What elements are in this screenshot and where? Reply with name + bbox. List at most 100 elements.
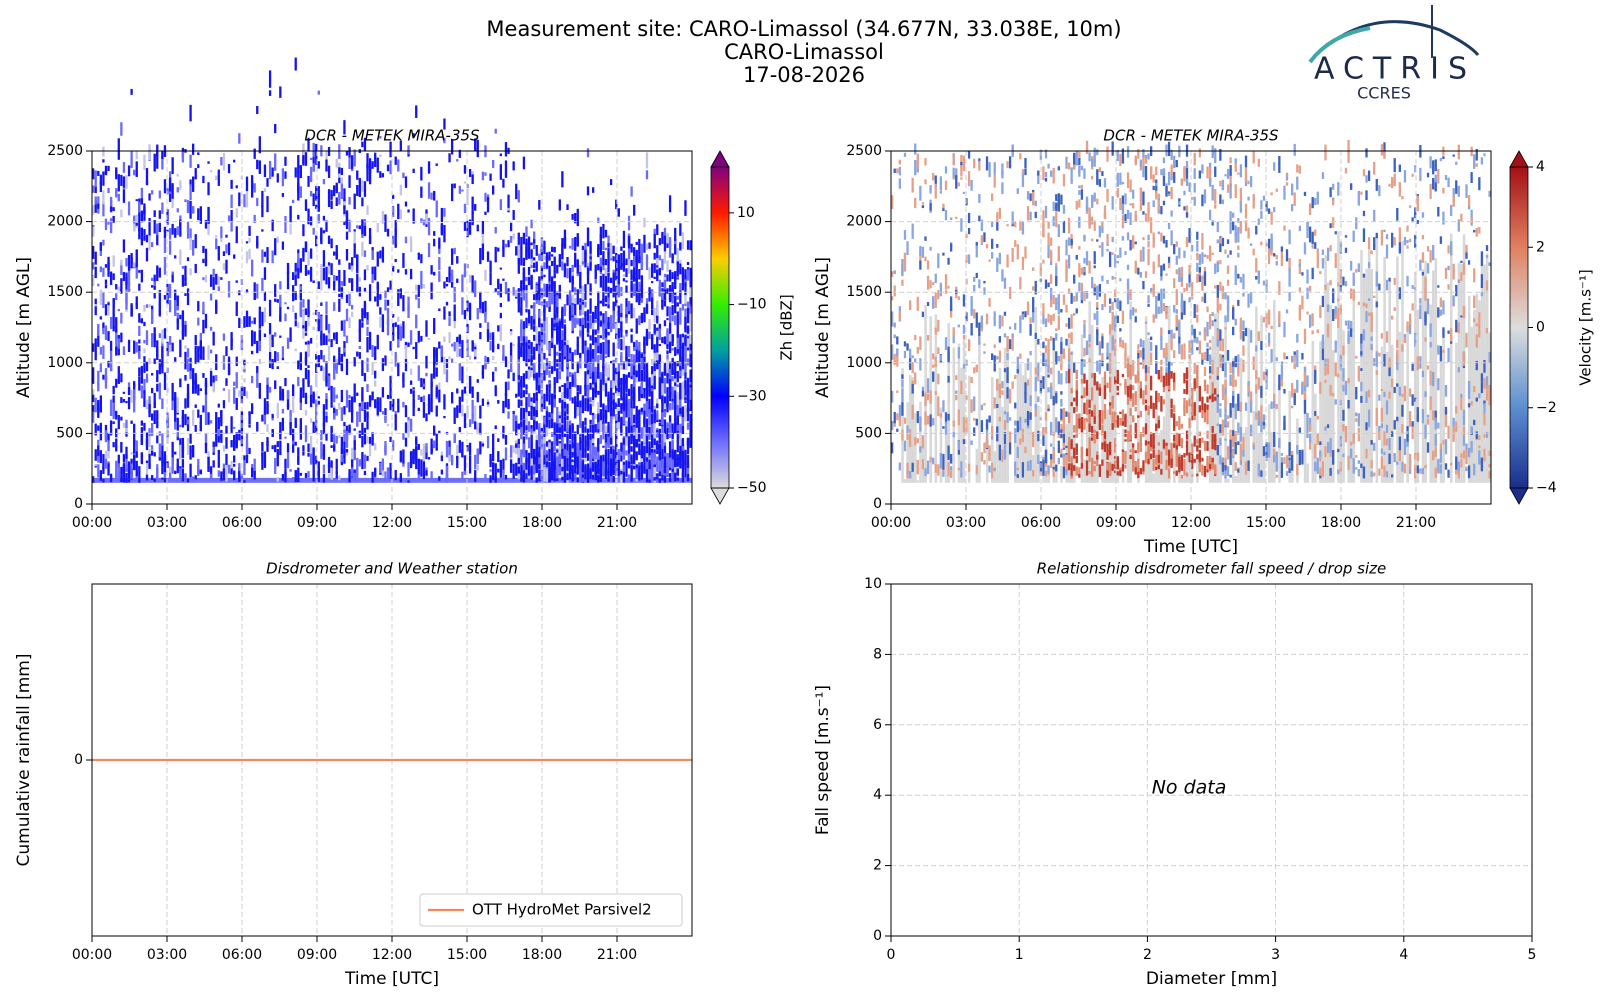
radar-texture [374, 346, 377, 361]
radar-texture [245, 192, 249, 208]
radar-texture [929, 203, 932, 211]
radar-texture [438, 341, 441, 349]
radar-texture [666, 428, 669, 437]
radar-texture [666, 387, 669, 392]
radar-texture [520, 342, 523, 356]
radar-texture [412, 168, 415, 173]
radar-texture [1014, 374, 1017, 380]
radar-texture [962, 324, 966, 334]
radar-texture [366, 412, 369, 430]
radar-texture [179, 468, 182, 480]
radar-texture [181, 468, 185, 482]
radar-texture [1026, 358, 1030, 371]
radar-texture [515, 415, 518, 423]
radar-texture [345, 219, 349, 230]
radar-texture [340, 353, 344, 370]
radar-texture [1055, 194, 1058, 201]
radar-texture [335, 251, 338, 259]
radar-texture [686, 377, 690, 395]
radar-texture [194, 404, 197, 408]
radar-texture [302, 378, 305, 391]
radar-texture [217, 286, 220, 292]
radar-texture [497, 247, 500, 252]
radar-texture [174, 420, 177, 430]
radar-texture [540, 322, 544, 331]
radar-texture [589, 259, 592, 263]
radar-texture [409, 368, 413, 376]
radar-texture [579, 318, 582, 327]
radar-texture [937, 347, 940, 354]
radar-texture [492, 159, 495, 168]
radar-texture [656, 300, 659, 316]
radar-texture [333, 185, 336, 197]
radar-texture [122, 189, 126, 199]
radar-texture [312, 421, 315, 433]
radar-texture [317, 161, 320, 169]
radar-texture [107, 463, 110, 476]
radar-texture [653, 233, 656, 249]
radar-texture [612, 342, 615, 357]
radar-texture [612, 245, 615, 254]
radar-texture [430, 265, 433, 275]
radar-texture [109, 196, 113, 213]
radar-texture [903, 252, 907, 263]
radar-texture [212, 460, 215, 468]
radar-texture [937, 373, 940, 385]
radar-texture [430, 395, 433, 413]
radar-texture [640, 408, 644, 412]
radar-texture [127, 387, 131, 396]
radar-texture [153, 153, 156, 172]
radar-texture [130, 303, 133, 314]
radar-texture [97, 283, 100, 287]
radar-texture [1037, 396, 1040, 403]
radar-texture [640, 411, 644, 415]
radar-texture [581, 246, 585, 265]
radar-texture [412, 133, 415, 137]
radar-texture [379, 294, 382, 300]
radar-texture [676, 457, 679, 466]
radar-texture [309, 337, 313, 344]
radar-texture [548, 342, 551, 354]
radar-texture [627, 372, 631, 378]
radar-texture [235, 280, 238, 283]
radar-texture [633, 414, 636, 424]
radar-texture [153, 327, 156, 342]
radar-texture [463, 386, 467, 394]
radar-texture [161, 363, 164, 374]
radar-texture [650, 452, 654, 466]
radar-texture [94, 251, 97, 265]
radar-texture [443, 306, 446, 320]
radar-texture [235, 372, 238, 389]
radar-texture [998, 336, 1001, 343]
radar-texture [558, 326, 561, 344]
radar-texture [640, 441, 644, 458]
radar-texture [586, 186, 590, 196]
radar-texture [1016, 467, 1019, 471]
radar-texture [1032, 286, 1035, 291]
radar-texture [204, 275, 208, 283]
radar-texture [499, 199, 502, 211]
radar-texture [517, 447, 520, 458]
radar-texture [645, 426, 649, 434]
radar-texture [499, 302, 502, 308]
radar-texture [645, 254, 649, 260]
radar-texture [538, 464, 541, 469]
radar-texture [679, 223, 682, 236]
colorbar-frame [710, 166, 730, 489]
radar-texture [415, 314, 418, 329]
radar-texture [330, 467, 333, 480]
radar-texture [99, 242, 102, 251]
radar-texture [607, 421, 610, 437]
radar-texture [607, 303, 610, 309]
radar-texture [94, 170, 97, 187]
radar-texture [261, 452, 264, 470]
radar-texture [633, 454, 636, 465]
radar-texture [568, 423, 572, 440]
radar-texture [571, 244, 574, 250]
radar-texture [967, 463, 971, 472]
radar-texture [507, 288, 510, 302]
radar-texture [199, 388, 202, 391]
radar-texture [947, 445, 950, 460]
radar-texture [258, 310, 261, 329]
radar-texture [109, 476, 113, 483]
